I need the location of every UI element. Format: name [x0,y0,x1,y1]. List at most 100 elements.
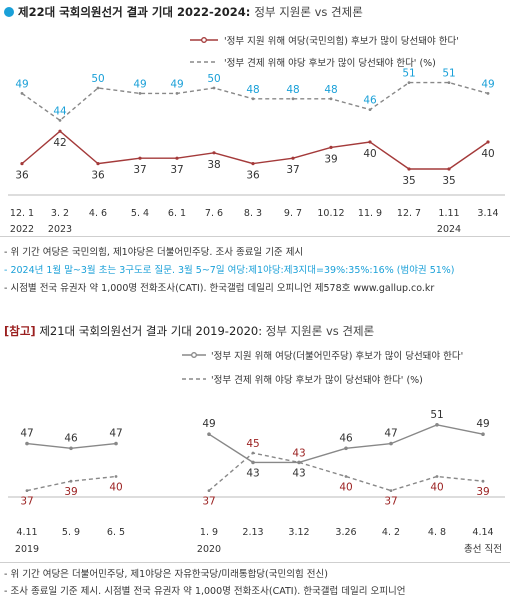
chart1-data-label: 46 [363,95,377,107]
chart1-data-label: 36 [15,170,29,182]
chart1-tick-label: 3.14 [477,208,498,219]
chart1-tick-label: 4. 6 [89,208,107,219]
chart2-point [69,446,73,451]
chart2-title-row: [참고] 제21대 국회의원선거 결과 기대 2019-2020: 정부 지원론… [4,323,374,339]
chart1-point [212,86,216,90]
chart1-data-label: 48 [246,84,259,96]
chart2-data-label: 40 [339,482,352,494]
chart2-point [207,432,211,437]
chart2-data-label: 49 [476,418,489,430]
chart2-data-label: 37 [384,496,397,508]
chart1-data-label: 38 [207,159,220,171]
chart2-data-label: 49 [202,418,215,430]
chart1-point [368,108,372,111]
chart2-point [435,423,439,427]
chart1-point [96,86,100,90]
chart1: '정부 지원 위해 여당(국민의힘) 후보가 많이 당선돼야 한다' '정부 견제… [8,35,505,235]
chart1-point [175,92,179,95]
chart2-data-label: 40 [109,482,122,494]
chart1-data-label: 40 [481,148,494,160]
chart2-data-label: 47 [20,428,33,440]
chart1-point [407,81,411,84]
chart1-legend-label-2: '정부 견제 위해 야당 후보가 많이 당선돼야 한다' (%) [224,57,436,69]
chart2: '정부 지원 위해 여당(더불어민주당) 후보가 많이 당선돼야 한다' '정부 … [8,350,505,555]
chart1-data-label: 49 [481,78,494,90]
chart2-tick-label: 2.13 [242,527,263,538]
chart2-point [481,432,485,437]
chart2-legend-label-1: '정부 지원 위해 여당(더불어민주당) 후보가 많이 당선돼야 한다' [211,350,463,362]
chart1-tick-label: 12. 7 [397,208,421,219]
chart2-tick-label: 4.14 [472,527,493,538]
chart2-point [389,489,393,492]
chart2-point [25,489,29,492]
chart1-data-label: 42 [53,137,66,149]
chart2-legend-label-2: '정부 견제 위해 야당 후보가 많이 당선돼야 한다' (%) [211,374,423,386]
chart2-point [481,479,485,483]
chart1-subtitle: 정부 지원론 vs 견제론 [254,5,363,19]
chart2-point [297,461,301,464]
chart1-tick-label: 3. 2 [51,208,69,219]
chart1-tick-label: 1.11 [438,208,459,219]
chart1-data-label: 48 [324,84,337,96]
chart1-legend-label-1: '정부 지원 위해 여당(국민의힘) 후보가 많이 당선돼야 한다' [224,35,459,47]
chart1-point [58,119,62,122]
chart2-year-label: 2019 [15,544,39,555]
chart2-point [251,460,255,465]
chart2-tick-label: 3.26 [335,527,356,538]
chart1-point [486,92,490,95]
chart2-tick-label: 4. 8 [428,527,446,538]
chart1-point [329,145,333,149]
chart1-data-label: 51 [402,68,415,80]
chart2-point [389,441,393,446]
chart2-year-label: 2020 [197,544,221,555]
chart1-point [447,81,451,84]
chart2-tick-label: 4.11 [16,527,37,538]
chart1-year-label: 2022 [10,224,34,235]
chart2-point [114,441,118,446]
chart1-title: 제22대 국회의원선거 결과 기대 2022-2024: [18,5,251,19]
chart2-tick-label: 5. 9 [62,527,80,538]
chart1-tick-label: 10.12 [317,208,344,219]
chart2-divider [0,562,510,563]
reference-tag: [참고] [4,324,36,338]
chart2-point [251,451,255,455]
chart2-data-label: 37 [20,496,33,508]
chart2-title: 제21대 국회의원선거 결과 기대 2019-2020: [39,324,263,338]
chart2-point [207,489,211,492]
chart2-legend-marker-1 [191,352,197,358]
chart1-tick-label: 7. 6 [205,208,223,219]
chart1-point [175,156,179,160]
chart2-data-label: 45 [246,438,259,450]
chart1-legend-marker-1 [201,37,207,43]
chart2-point [344,475,348,478]
bullet-dot-icon [4,7,14,17]
chart1-data-label: 36 [91,170,105,182]
chart2-data-label: 43 [246,467,259,479]
chart1-divider [0,236,510,237]
chart2-tick-label: 6. 5 [107,527,125,538]
chart2-data-label: 51 [430,409,443,421]
chart1-point [96,162,100,166]
chart1-point [486,140,490,144]
chart1-data-label: 49 [15,78,28,90]
chart2-tick-label: 1. 9 [200,527,218,538]
chart2-data-label: 47 [109,428,122,440]
chart2-data-label: 46 [64,432,78,444]
chart1-point [447,167,451,171]
chart2-note-1: - 위 기간 여당은 더불어민주당, 제1야당은 자유한국당/미래통합당(국민의… [4,569,328,580]
chart2-data-label: 43 [292,447,305,459]
chart2-point [344,446,348,451]
chart2-data-label: 46 [339,432,353,444]
chart1-data-label: 48 [286,84,299,96]
chart1-point [20,162,24,166]
chart1-tick-label: 6. 1 [168,208,186,219]
chart2-data-label: 47 [384,428,397,440]
chart2-data-label: 40 [430,482,443,494]
chart1-point [368,140,372,144]
chart1-data-label: 44 [53,105,67,117]
chart1-point [20,92,24,95]
chart2-data-label: 39 [64,486,77,498]
chart1-title-row: 제22대 국회의원선거 결과 기대 2022-2024: 정부 지원론 vs 견… [4,4,363,20]
chart2-point [435,475,439,478]
chart1-data-label: 35 [402,175,415,187]
